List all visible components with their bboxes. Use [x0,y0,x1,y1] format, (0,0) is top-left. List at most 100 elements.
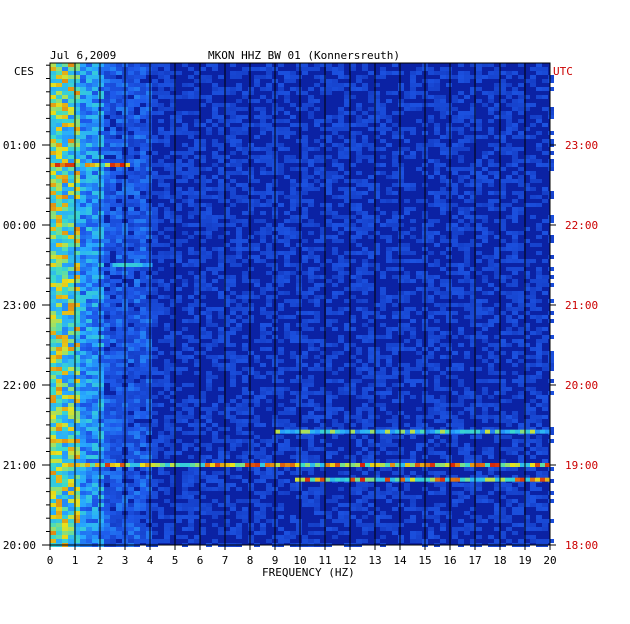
spectrogram-cell [134,415,140,419]
spectrogram-cell [296,391,302,395]
spectrogram-cell [356,351,362,355]
spectrogram-cell [86,355,92,359]
spectrogram-cell [56,451,62,455]
spectrogram-cell [92,191,98,195]
spectrogram-cell [506,303,512,307]
spectrogram-cell [530,307,536,311]
spectrogram-cell [50,195,56,199]
spectrogram-cell [266,439,272,443]
spectrogram-cell [92,111,98,115]
spectrogram-cell [218,263,224,267]
spectrogram-cell [218,103,224,107]
spectrogram-cell [152,311,158,315]
spectrogram-cell [140,395,146,399]
spectrogram-cell [266,67,272,71]
spectrogram-cell [356,219,362,223]
spectrogram-cell [512,311,518,315]
spectrogram-cell [80,199,86,203]
spectrogram-cell [434,95,440,99]
spectrogram-cell [56,91,62,95]
spectrogram-cell [98,111,104,115]
spectrogram-cell [146,411,152,415]
spectrogram-cell [248,307,254,311]
spectrogram-cell [356,379,362,383]
spectrogram-cell [68,347,74,351]
spectrogram-cell [350,235,356,239]
spectrogram-cell [152,411,158,415]
spectrogram-cell [128,419,134,423]
spectrogram-cell [218,259,224,263]
spectrogram-cell [350,147,356,151]
spectrogram-cell [512,199,518,203]
spectrogram-cell [314,123,320,127]
spectrogram-cell [164,227,170,231]
spectrogram-cell [308,183,314,187]
spectrogram-cell [446,135,452,139]
spectrogram-cell [434,327,440,331]
spectrogram-cell [530,331,536,335]
spectrogram-cell [218,179,224,183]
spectrogram-cell [68,407,74,411]
spectrogram-cell [356,231,362,235]
spectrogram-cell [116,251,122,255]
spectrogram-cell [128,211,134,215]
spectrogram-cell [68,471,74,475]
spectrogram-cell [242,307,248,311]
spectrogram-cell [482,91,488,95]
spectrogram-cell [428,263,434,267]
spectrogram-cell [212,227,218,231]
spectrogram-cell [146,451,152,455]
spectrogram-cell [416,119,422,123]
spectrogram-cell [530,103,536,107]
spectrogram-cell [248,295,254,299]
spectrogram-cell [110,131,116,135]
spectrogram-cell [50,471,56,475]
spectrogram-cell [116,415,122,419]
spectrogram-cell [56,467,62,471]
spectrogram-cell [62,207,68,211]
spectrogram-cell [92,427,98,431]
spectrogram-cell [440,151,446,155]
spectrogram-cell [80,263,86,267]
spectrogram-cell [140,111,146,115]
spectrogram-cell [188,467,194,471]
spectrogram-cell [476,135,482,139]
spectrogram-cell [470,63,476,67]
spectrogram-cell [536,243,542,247]
spectrogram-cell [62,115,68,119]
spectrogram-cell [200,159,206,163]
spectrogram-cell [290,79,296,83]
spectrogram-cell [266,303,272,307]
spectrogram-cell [410,331,416,335]
spectrogram-cell [68,339,74,343]
spectrogram-cell [428,399,434,403]
spectrogram-cell [380,391,386,395]
spectrogram-cell [374,231,380,235]
spectrogram-cell [56,111,62,115]
spectrogram-cell [116,299,122,303]
spectrogram-cell [290,131,296,135]
spectrogram-cell [428,315,434,319]
spectrogram-cell [92,263,98,267]
spectrogram-cell [182,447,188,451]
spectrogram-cell [362,87,368,91]
spectrogram-cell [92,371,98,375]
spectrogram-cell [98,419,104,423]
spectrogram-cell [524,435,530,439]
spectrogram-cell [230,419,236,423]
spectrogram-cell [104,319,110,323]
spectrogram-cell [140,67,146,71]
spectrogram-cell [86,387,92,391]
spectrogram-cell [314,63,320,67]
spectrogram-cell [362,231,368,235]
spectrogram-cell [416,339,422,343]
spectrogram-cell [494,75,500,79]
spectrogram-cell [488,311,494,315]
spectrogram-cell [440,111,446,115]
spectrogram-cell [110,279,116,283]
spectrogram-cell [224,171,230,175]
spectrogram-cell [158,95,164,99]
spectrogram-cell [128,223,134,227]
spectrogram-cell [308,459,314,463]
spectrogram-cell [134,403,140,407]
